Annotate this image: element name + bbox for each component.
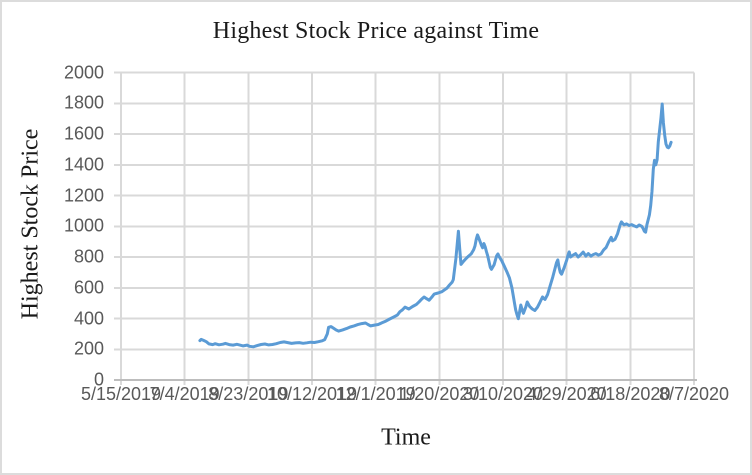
y-tick-label: 800 [73,246,104,267]
chart-title: Highest Stock Price against Time [212,18,540,44]
y-tick-label: 1600 [63,123,104,144]
y-tick-label: 600 [73,277,104,298]
y-tick-label: 1400 [63,154,104,175]
x-tick-label: 8/7/2020 [658,384,730,404]
y-tick-label: 1000 [63,215,104,236]
x-tick-label: 10/12/2019 [266,384,358,404]
x-tick-label: 3/10/2020 [462,384,544,404]
y-tick-label: 2000 [63,62,104,82]
y-tick-label: 1200 [63,185,104,205]
x-tick-label: 5/15/2019 [80,384,162,404]
x-tick-label: 6/18/2020 [590,384,671,404]
x-tick-label: 7/4/2019 [149,384,220,404]
y-tick-label: 200 [73,338,104,359]
x-tick-label: 4/29/2020 [526,384,607,404]
y-tick-label: 400 [73,308,104,328]
y-tick-label: 0 [93,369,104,390]
x-axis-title: Time [381,424,431,451]
x-tick-label: 1/20/2020 [399,384,480,404]
x-tick-label: 8/23/2019 [208,384,289,404]
price-line [198,102,673,349]
y-tick-label: 1800 [63,92,104,113]
x-tick-label: 12/1/2019 [335,384,416,404]
